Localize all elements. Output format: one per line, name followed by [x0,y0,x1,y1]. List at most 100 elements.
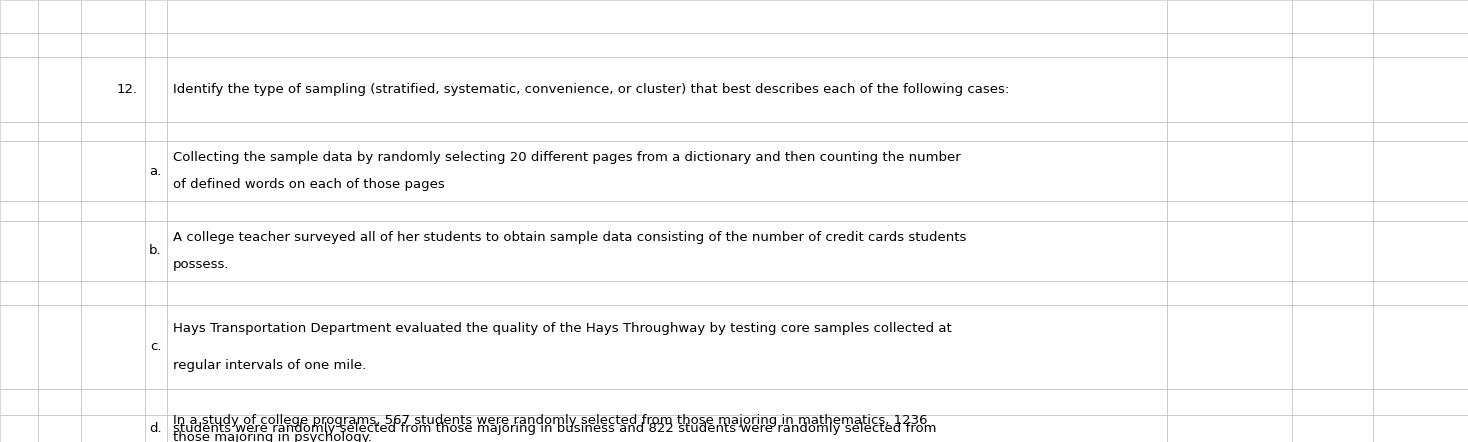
Bar [0,221,38,281]
Bar [1292,389,1373,415]
Bar [81,389,145,415]
Text: students were randomly selected from those majoring in business and 822 students: students were randomly selected from tho… [173,422,937,435]
Bar [38,305,81,389]
Text: In a study of college programs, 567 students were randomly selected from those m: In a study of college programs, 567 stud… [173,414,928,427]
Bar [1167,389,1292,415]
Text: Identify the type of sampling (stratified, systematic, convenience, or cluster) : Identify the type of sampling (stratifie… [173,83,1010,96]
Bar [145,305,167,389]
Bar [167,221,1167,281]
Bar [1167,122,1292,141]
Bar [0,305,38,389]
Text: possess.: possess. [173,258,229,271]
Bar [1167,305,1292,389]
Bar [0,281,38,305]
Bar [167,0,1167,33]
Bar [38,281,81,305]
Bar [38,221,81,281]
Bar [38,57,81,122]
Bar [0,201,38,221]
Bar [1373,57,1468,122]
Bar [167,141,1167,201]
Bar [145,415,167,442]
Bar [1292,305,1373,389]
Bar [167,33,1167,57]
Text: regular intervals of one mile.: regular intervals of one mile. [173,359,367,372]
Bar [81,281,145,305]
Bar [1167,33,1292,57]
Text: c.: c. [150,340,161,354]
Bar [1292,0,1373,33]
Bar [145,33,167,57]
Bar [1167,57,1292,122]
Bar [38,201,81,221]
Bar [81,0,145,33]
Bar [167,281,1167,305]
Text: d.: d. [148,422,161,435]
Bar [1292,415,1373,442]
Bar [0,141,38,201]
Bar [81,122,145,141]
Bar [1292,122,1373,141]
Bar [1292,33,1373,57]
Text: b.: b. [148,244,161,257]
Bar [167,305,1167,389]
Text: a.: a. [150,165,161,178]
Bar [0,57,38,122]
Bar [81,57,145,122]
Text: Hays Transportation Department evaluated the quality of the Hays Throughway by t: Hays Transportation Department evaluated… [173,322,951,335]
Bar [1373,221,1468,281]
Bar [1167,281,1292,305]
Bar [1292,281,1373,305]
Bar [38,0,81,33]
Bar [38,33,81,57]
Text: those majoring in psychology.: those majoring in psychology. [173,431,371,442]
Bar [1373,305,1468,389]
Bar [38,389,81,415]
Bar [145,122,167,141]
Bar [1373,389,1468,415]
Text: of defined words on each of those pages: of defined words on each of those pages [173,178,445,191]
Bar [0,415,38,442]
Bar [1373,122,1468,141]
Bar [1292,201,1373,221]
Bar [1373,415,1468,442]
Bar [167,122,1167,141]
Bar [0,389,38,415]
Bar [1167,141,1292,201]
Bar [38,122,81,141]
Bar [81,33,145,57]
Text: A college teacher surveyed all of her students to obtain sample data consisting : A college teacher surveyed all of her st… [173,231,966,244]
Bar [0,0,38,33]
Bar [145,201,167,221]
Bar [145,0,167,33]
Bar [1373,0,1468,33]
Bar [167,57,1167,122]
Bar [38,141,81,201]
Bar [1292,57,1373,122]
Bar [167,201,1167,221]
Bar [1373,141,1468,201]
Bar [1292,221,1373,281]
Text: 12.: 12. [117,83,138,96]
Bar [1167,221,1292,281]
Bar [38,415,81,442]
Bar [81,141,145,201]
Bar [145,221,167,281]
Bar [1373,281,1468,305]
Bar [167,415,1167,442]
Bar [1167,201,1292,221]
Bar [145,141,167,201]
Bar [81,221,145,281]
Text: Collecting the sample data by randomly selecting 20 different pages from a dicti: Collecting the sample data by randomly s… [173,151,962,164]
Bar [1373,33,1468,57]
Bar [167,389,1167,415]
Bar [0,33,38,57]
Bar [1292,141,1373,201]
Bar [1373,201,1468,221]
Bar [145,389,167,415]
Bar [145,281,167,305]
Bar [1167,0,1292,33]
Bar [1167,415,1292,442]
Bar [81,201,145,221]
Bar [145,57,167,122]
